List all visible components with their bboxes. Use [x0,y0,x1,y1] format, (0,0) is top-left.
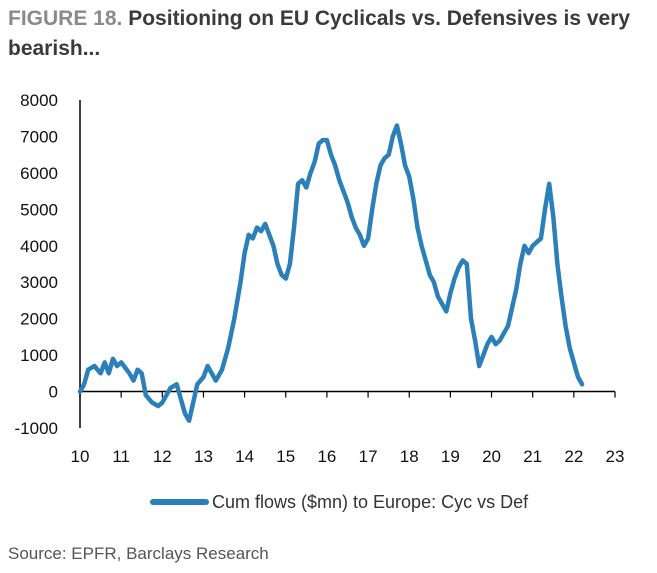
chart-title: Positioning on EU Cyclicals vs. Defensiv… [8,7,631,60]
y-tick-label: -1000 [15,419,58,438]
x-tick-label: 13 [194,447,213,466]
y-tick-label: 1000 [20,346,58,365]
source-note: Source: EPFR, Barclays Research [8,544,269,563]
x-tick-label: 19 [441,447,460,466]
x-tick-label: 16 [317,447,336,466]
y-tick-label: 4000 [20,237,58,256]
series-group [77,123,585,423]
x-axis-tickmarks [79,391,616,398]
y-axis-ticks: 8000 7000 6000 5000 4000 3000 2000 1000 0 -1000 [15,91,58,438]
x-tick-label: 23 [606,447,625,466]
y-tick-label: 0 [49,383,58,402]
figure-label: FIGURE 18. [8,7,123,30]
legend-label: Cum flows ($mn) to Europe: Cyc vs Def [212,492,529,512]
x-axis-ticks: 10 11 12 13 14 15 16 17 18 19 20 21 22 23 [71,447,625,466]
x-tick-label: 17 [359,447,378,466]
x-tick-label: 12 [153,447,172,466]
x-tick-label: 20 [482,447,501,466]
chart-title-block: FIGURE 18. Positioning on EU Cyclicals v… [8,4,648,64]
x-tick-label: 14 [235,447,254,466]
y-tick-label: 2000 [20,310,58,329]
y-tick-label: 6000 [20,164,58,183]
y-tick-label: 8000 [20,91,58,110]
x-tick-label: 18 [400,447,419,466]
y-tick-label: 3000 [20,273,58,292]
x-tick-label: 10 [71,447,90,466]
x-tick-label: 15 [276,447,295,466]
x-tick-label: 21 [523,447,542,466]
x-tick-label: 11 [112,447,130,466]
series-line-0 [77,123,585,423]
y-tick-label: 7000 [20,127,58,146]
x-tick-label: 22 [564,447,583,466]
legend: Cum flows ($mn) to Europe: Cyc vs Def [150,492,529,512]
y-tick-label: 5000 [20,200,58,219]
